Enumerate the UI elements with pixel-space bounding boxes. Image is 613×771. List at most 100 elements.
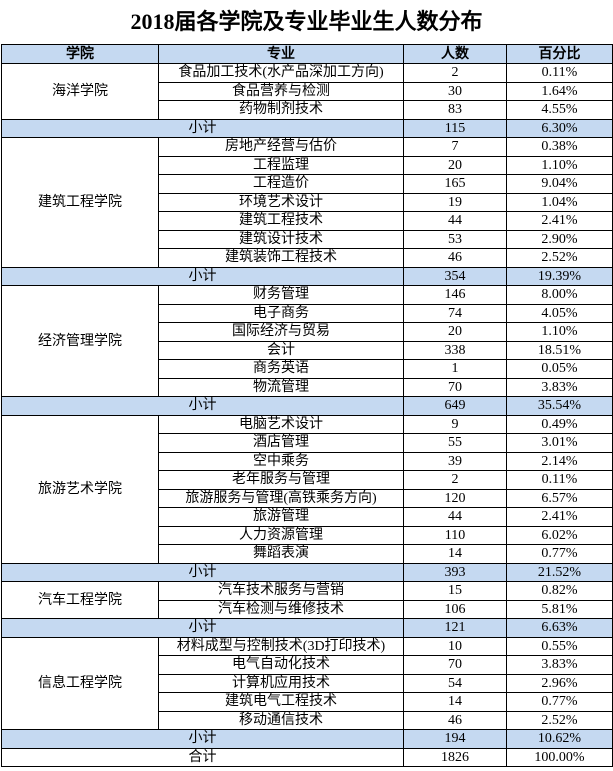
percent-cell: 1.10% — [506, 155, 613, 175]
percent-cell: 2.41% — [506, 507, 613, 527]
major-cell: 药物制剂技术 — [158, 100, 404, 120]
subtotal-percent: 10.62% — [506, 729, 613, 749]
percent-cell: 1.04% — [506, 192, 613, 212]
major-cell: 计算机应用技术 — [158, 673, 404, 693]
subtotal-count: 194 — [403, 729, 507, 749]
subtotal-count: 115 — [403, 118, 507, 138]
count-cell: 2 — [403, 63, 507, 83]
percent-cell: 2.90% — [506, 229, 613, 249]
table-body: 学院 专业 人数 百分比 海洋学院 食品加工技术(水产品深加工方向) 2 0.11% 食品营养与… — [1, 44, 613, 767]
percent-cell: 4.05% — [506, 303, 613, 323]
subtotal-label: 小计 — [1, 118, 404, 138]
count-cell: 120 — [403, 488, 507, 508]
percent-cell: 0.38% — [506, 137, 613, 157]
subtotal-count: 121 — [403, 618, 507, 638]
row: 移动通信技术 46 2.52% — [2, 710, 613, 730]
row: 小计 115 6.30% — [1, 118, 613, 138]
total-count: 1826 — [403, 747, 507, 767]
row: 电气自动化技术 70 3.83% — [2, 655, 613, 675]
major-cell: 电子商务 — [158, 303, 404, 323]
row: 小计 354 19.39% — [1, 266, 613, 286]
school-cell: 海洋学院 — [1, 63, 159, 120]
major-cell: 环境艺术设计 — [158, 192, 404, 212]
count-cell: 46 — [403, 248, 507, 268]
row: 学院 专业 人数 百分比 — [1, 44, 613, 64]
major-cell: 建筑装饰工程技术 — [158, 248, 404, 268]
major-cell: 食品营养与检测 — [158, 81, 404, 101]
count-cell: 19 — [403, 192, 507, 212]
subtotal-percent: 6.30% — [506, 118, 613, 138]
row: 人力资源管理 110 6.02% — [2, 525, 613, 545]
row: 建筑工程学院 房地产经营与估价 7 0.38% — [1, 137, 613, 268]
subtotal-percent: 35.54% — [506, 396, 613, 416]
major-cell: 物流管理 — [158, 377, 404, 397]
total-label: 合计 — [1, 747, 404, 767]
major-cell: 空中乘务 — [158, 451, 404, 471]
count-cell: 20 — [403, 155, 507, 175]
count-cell: 146 — [403, 285, 507, 305]
percent-cell: 6.02% — [506, 525, 613, 545]
subtotal-label: 小计 — [1, 266, 404, 286]
row: 老年服务与管理 2 0.11% — [2, 470, 613, 490]
header-cell: 人数 — [403, 44, 507, 64]
count-cell: 74 — [403, 303, 507, 323]
percent-cell: 0.77% — [506, 692, 613, 712]
count-cell: 165 — [403, 174, 507, 194]
row: 物流管理 70 3.83% — [2, 377, 613, 397]
major-cell: 汽车技术服务与营销 — [158, 581, 404, 601]
row: 工程造价 165 9.04% — [2, 174, 613, 194]
subtotal-label: 小计 — [1, 618, 404, 638]
row: 合计 1826 100.00% — [1, 747, 613, 767]
percent-cell: 6.57% — [506, 488, 613, 508]
percent-cell: 0.11% — [506, 470, 613, 490]
percent-cell: 2.96% — [506, 673, 613, 693]
major-cell: 工程监理 — [158, 155, 404, 175]
subtotal-label: 小计 — [1, 396, 404, 416]
row: 旅游管理 44 2.41% — [2, 507, 613, 527]
count-cell: 39 — [403, 451, 507, 471]
row: 旅游服务与管理(高铁乘务方向) 120 6.57% — [2, 488, 613, 508]
percent-cell: 0.82% — [506, 581, 613, 601]
subtotal-count: 354 — [403, 266, 507, 286]
count-cell: 1 — [403, 359, 507, 379]
percent-cell: 2.52% — [506, 710, 613, 730]
subtotal-label: 小计 — [1, 729, 404, 749]
row: 计算机应用技术 54 2.96% — [2, 673, 613, 693]
subtotal-percent: 6.63% — [506, 618, 613, 638]
count-cell: 20 — [403, 322, 507, 342]
total-percent: 100.00% — [506, 747, 613, 767]
major-cell: 建筑电气工程技术 — [158, 692, 404, 712]
row: 经济管理学院 财务管理 146 8.00% — [1, 285, 613, 397]
percent-cell: 1.10% — [506, 322, 613, 342]
count-cell: 10 — [403, 636, 507, 656]
count-cell: 53 — [403, 229, 507, 249]
percent-cell: 1.64% — [506, 81, 613, 101]
count-cell: 54 — [403, 673, 507, 693]
percent-cell: 2.52% — [506, 248, 613, 268]
major-cell: 会计 — [158, 340, 404, 360]
major-cell: 工程造价 — [158, 174, 404, 194]
row: 建筑工程技术 44 2.41% — [2, 211, 613, 231]
count-cell: 46 — [403, 710, 507, 730]
major-cell: 财务管理 — [158, 285, 404, 305]
percent-cell: 2.14% — [506, 451, 613, 471]
count-cell: 70 — [403, 377, 507, 397]
subtotal-label: 小计 — [1, 562, 404, 582]
header-cell: 学院 — [1, 44, 159, 64]
count-cell: 70 — [403, 655, 507, 675]
percent-cell: 4.55% — [506, 100, 613, 120]
row: 旅游艺术学院 电脑艺术设计 9 0.49% — [1, 414, 613, 564]
percent-cell: 2.41% — [506, 211, 613, 231]
row: 建筑电气工程技术 14 0.77% — [2, 692, 613, 712]
major-cell: 人力资源管理 — [158, 525, 404, 545]
row: 环境艺术设计 19 1.04% — [2, 192, 613, 212]
row: 海洋学院 食品加工技术(水产品深加工方向) 2 0.11% — [1, 63, 613, 120]
percent-cell: 0.11% — [506, 63, 613, 83]
percent-cell: 8.00% — [506, 285, 613, 305]
major-cell: 电气自动化技术 — [158, 655, 404, 675]
header-cell: 专业 — [158, 44, 404, 64]
major-cell: 材料成型与控制技术(3D打印技术) — [158, 636, 404, 656]
percent-cell: 3.01% — [506, 433, 613, 453]
percent-cell: 18.51% — [506, 340, 613, 360]
school-cell: 经济管理学院 — [1, 285, 159, 397]
